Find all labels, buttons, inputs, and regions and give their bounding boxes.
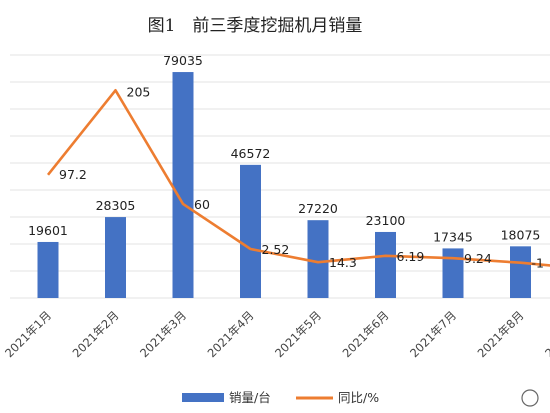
bar-labels: 19601 28305 79035 46572 27220 23100 17345 18075	[28, 53, 540, 244]
line-value-label: 14.3	[329, 255, 357, 270]
watermark	[521, 389, 539, 407]
bar-value-label: 17345	[433, 229, 473, 244]
bar-value-label: 46572	[231, 146, 271, 161]
bar-value-label: 27220	[298, 201, 338, 216]
line-value-label: 6.19	[397, 249, 425, 264]
x-tick-label: 2021年8月	[475, 308, 527, 360]
x-tick-label: 2021年2月	[70, 308, 122, 360]
x-tick-label: 2021年9月	[542, 308, 550, 360]
chart-title: 图1 前三季度挖掘机月销量	[148, 16, 363, 36]
bar-value-label: 23100	[366, 213, 406, 228]
line-value-label: 205	[127, 84, 151, 99]
bar	[375, 231, 396, 298]
legend: 销量/台 同比/%	[182, 390, 379, 405]
line-value-label: 9.24	[464, 251, 492, 266]
bar-series	[37, 72, 531, 298]
bar	[105, 217, 126, 298]
line-value-label: 2.52	[262, 242, 290, 257]
bar	[172, 72, 194, 298]
bar-value-label: 79035	[163, 53, 203, 68]
line-value-label: 60	[194, 197, 210, 212]
line-series	[46, 88, 550, 267]
bar-value-label: 19601	[28, 223, 68, 238]
line-value-label: -1	[532, 256, 544, 271]
bar	[510, 246, 531, 298]
x-tick-label: 2021年3月	[137, 308, 189, 360]
bar	[307, 220, 329, 298]
x-tick-label: 2021年4月	[205, 308, 257, 360]
legend-swatch-bar	[182, 393, 224, 402]
bar	[240, 164, 261, 298]
legend-label-line: 同比/%	[338, 390, 379, 405]
line-value-label: 97.2	[59, 167, 87, 182]
x-tick-label: 2021年5月	[272, 308, 324, 360]
line-labels: 97.2 205 60 2.52 14.3 6.19 9.24 -1	[59, 84, 544, 270]
x-tick-label: 2021年6月	[340, 308, 392, 360]
x-tick-labels: 2021年1月 2021年2月 2021年3月 2021年4月 2021年5月 2021年…	[2, 308, 550, 360]
bar-value-label: 18075	[501, 227, 541, 242]
watermark-icon	[521, 389, 539, 407]
bar-value-label: 28305	[96, 198, 136, 213]
x-tick-label: 2021年7月	[407, 308, 459, 360]
bar	[37, 241, 59, 298]
bar	[442, 248, 464, 298]
legend-label-bar: 销量/台	[229, 390, 271, 405]
x-tick-label: 2021年1月	[2, 308, 54, 360]
